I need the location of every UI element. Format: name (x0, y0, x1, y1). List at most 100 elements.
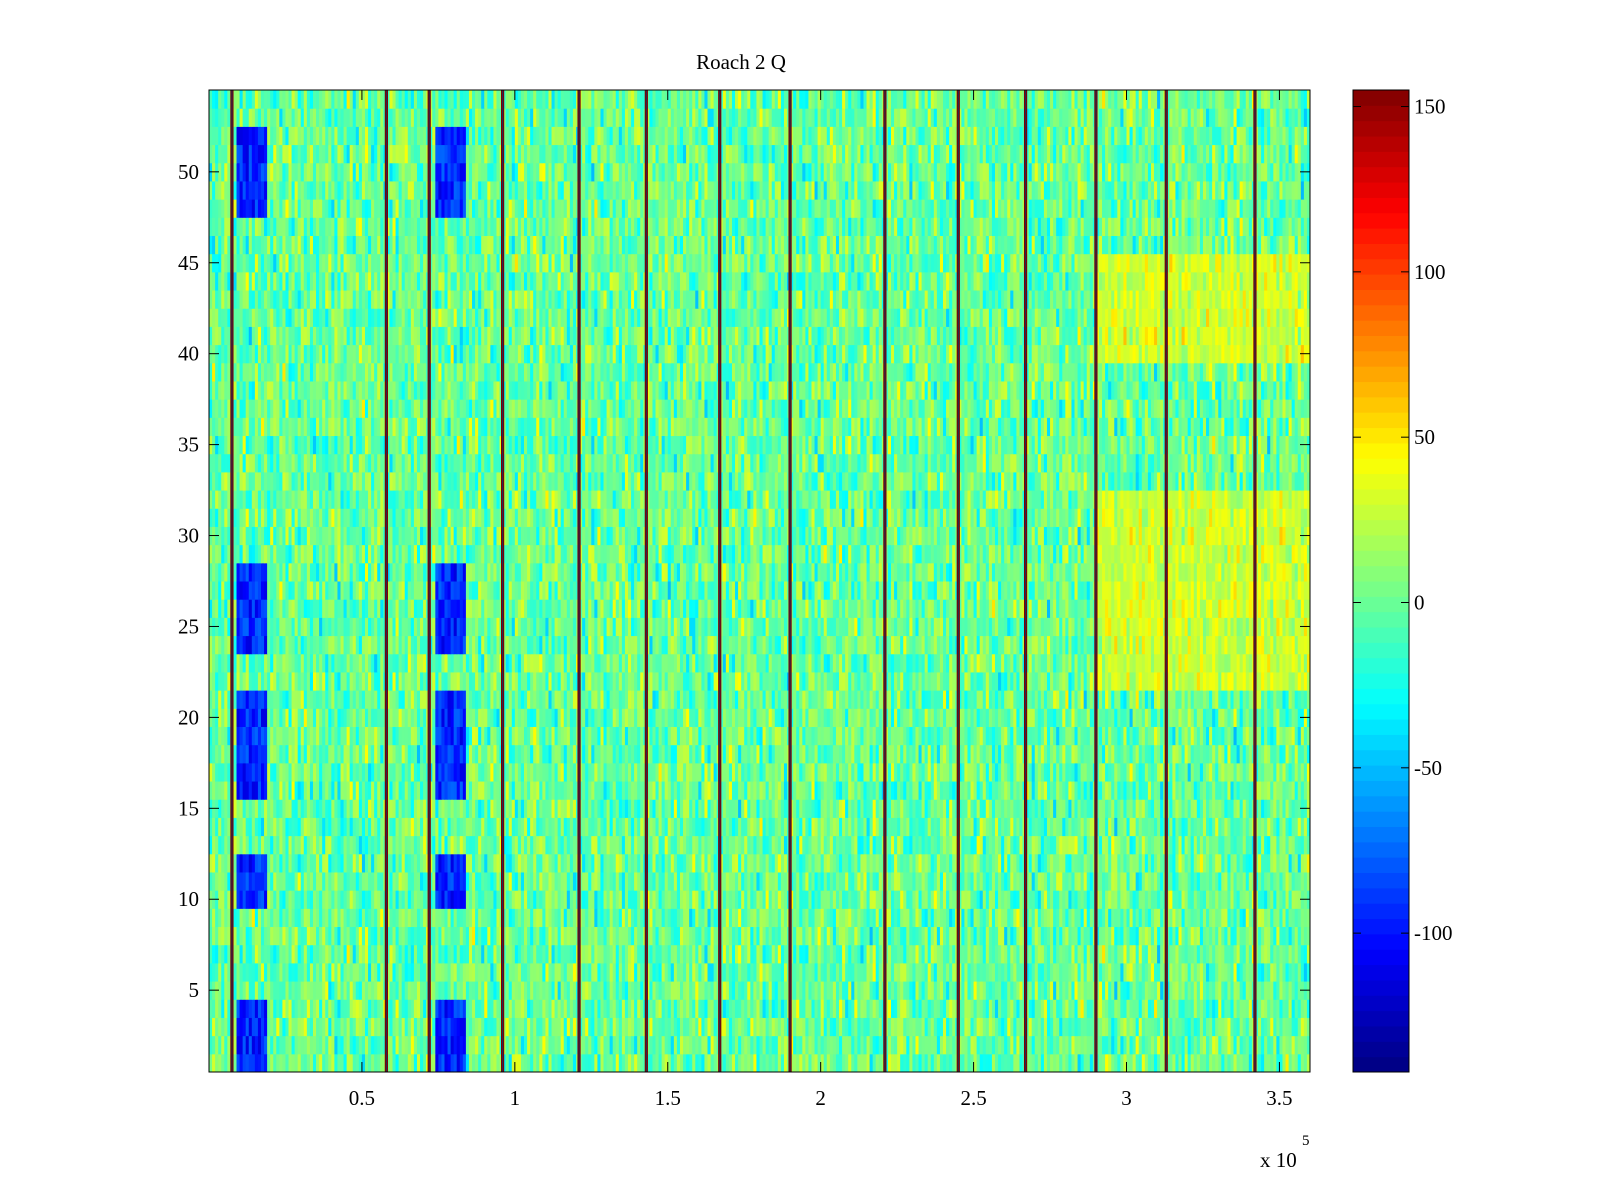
heatmap-cell (416, 835, 421, 855)
heatmap-cell (1261, 1017, 1265, 1037)
heatmap-cell (906, 817, 910, 837)
heatmap-cell (894, 1017, 898, 1037)
heatmap-cell (267, 981, 271, 1000)
heatmap-cell (768, 835, 773, 855)
heatmap-cell (386, 999, 390, 1018)
heatmap-cell (420, 981, 424, 1000)
heatmap-cell (334, 944, 338, 964)
heatmap-cell (472, 1017, 476, 1037)
heatmap-cell (450, 871, 455, 891)
heatmap-cell (579, 890, 583, 909)
heatmap-cell (750, 890, 754, 909)
heatmap-cell (407, 1017, 412, 1037)
heatmap-cell (759, 1053, 764, 1073)
heatmap-cell (793, 835, 797, 855)
heatmap-cell (1010, 908, 1014, 928)
heatmap-cell (1043, 926, 1048, 946)
heatmap-cell (257, 999, 262, 1018)
heatmap-cell (845, 853, 849, 873)
heatmap-cell (1108, 1053, 1112, 1073)
heatmap-cell (765, 817, 770, 837)
heatmap-cell (884, 981, 889, 1000)
heatmap-cell (710, 1053, 715, 1073)
heatmap-cell (1123, 962, 1127, 982)
heatmap-cell (472, 1053, 476, 1073)
heatmap-cell (832, 853, 837, 873)
heatmap-cell (270, 999, 274, 1018)
heatmap-cell (395, 999, 400, 1018)
heatmap-cell (306, 853, 311, 873)
heatmap-cell (664, 1053, 669, 1073)
heatmap-cell (481, 853, 485, 873)
heatmap-cell (288, 817, 293, 837)
heatmap-cell (839, 944, 843, 964)
heatmap-cell (1227, 908, 1231, 928)
heatmap-cell (1135, 817, 1140, 837)
heatmap-cell (297, 817, 302, 837)
heatmap-cell (695, 1017, 699, 1037)
heatmap-cell (215, 1017, 219, 1037)
heatmap-cell (239, 817, 244, 837)
heatmap-cell (1132, 962, 1137, 982)
heatmap-cell (1306, 944, 1311, 964)
heatmap-cell (1004, 1035, 1008, 1055)
heatmap-cell (753, 817, 757, 837)
heatmap-cell (334, 1053, 338, 1073)
heatmap-cell (698, 999, 702, 1018)
heatmap-cell (1007, 817, 1011, 837)
heatmap-cell (909, 981, 913, 1000)
heatmap-cell (1206, 944, 1210, 964)
heatmap-cell (1102, 835, 1106, 855)
heatmap-cell (918, 817, 923, 837)
heatmap-cell (1264, 1035, 1268, 1055)
heatmap-cell (1095, 908, 1100, 928)
heatmap-cell (420, 817, 424, 837)
heatmap-cell (1102, 890, 1106, 909)
heatmap-cell (371, 1053, 375, 1073)
heatmap-cell (340, 926, 345, 946)
heatmap-cell (823, 981, 828, 1000)
heatmap-cell (814, 1035, 819, 1055)
heatmap-cell (631, 962, 635, 982)
heatmap-cell (481, 908, 485, 928)
heatmap-cell (257, 835, 262, 855)
heatmap-cell (285, 908, 290, 928)
heatmap-cell (835, 981, 840, 1000)
heatmap-cell (1236, 944, 1241, 964)
heatmap-cell (481, 1035, 485, 1055)
heatmap-cell (909, 1035, 913, 1055)
heatmap-cell (939, 835, 944, 855)
heatmap-cell (658, 908, 663, 928)
heatmap-cell (600, 962, 605, 982)
heatmap-cell (765, 1035, 770, 1055)
heatmap-cell (1089, 871, 1094, 891)
heatmap-cell (692, 926, 696, 946)
heatmap-cell (1294, 999, 1299, 1018)
heatmap-cell (1126, 871, 1131, 891)
heatmap-cell (462, 835, 467, 855)
heatmap-cell (683, 1017, 687, 1037)
heatmap-cell (487, 944, 491, 964)
heatmap-cell (930, 981, 935, 1000)
heatmap-cell (343, 871, 348, 891)
heatmap-cell (319, 1035, 323, 1055)
heatmap-cell (456, 944, 461, 964)
heatmap-cell (627, 926, 632, 946)
heatmap-cell (744, 962, 748, 982)
heatmap-cell (897, 944, 901, 964)
heatmap-cell (875, 1017, 880, 1037)
heatmap-cell (930, 835, 935, 855)
heatmap-cell (1233, 853, 1238, 873)
heatmap-cell (1224, 944, 1228, 964)
heatmap-cell (741, 871, 745, 891)
heatmap-cell (649, 1053, 653, 1073)
heatmap-cell (943, 853, 947, 873)
heatmap-cell (557, 871, 562, 891)
heatmap-cell (1178, 871, 1183, 891)
heatmap-cell (936, 926, 941, 946)
heatmap-cell (484, 962, 488, 982)
heatmap-cell (970, 981, 975, 1000)
heatmap-cell (508, 944, 513, 964)
heatmap-cell (738, 1017, 742, 1037)
heatmap-cell (1025, 1017, 1030, 1037)
